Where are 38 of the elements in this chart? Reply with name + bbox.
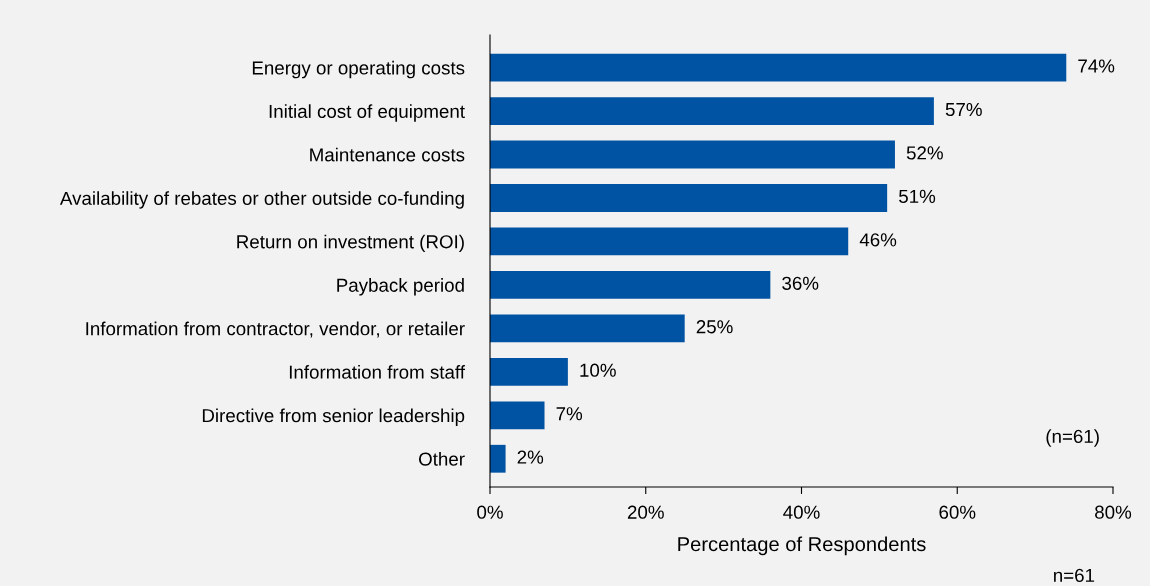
x-tick-label: 60% bbox=[939, 505, 976, 519]
y-tick-label: Other bbox=[419, 451, 465, 466]
bar bbox=[490, 401, 545, 430]
y-tick-label: Payback period bbox=[337, 278, 464, 296]
data-label: 10% bbox=[580, 363, 616, 377]
x-tick-label: 40% bbox=[783, 505, 820, 519]
data-label: 36% bbox=[782, 276, 819, 290]
x-axis-title: Percentage of Respondents bbox=[678, 536, 926, 556]
annotation: (n=61) bbox=[1046, 429, 1099, 447]
x-tick-label: 80% bbox=[1095, 505, 1132, 519]
bar bbox=[490, 184, 888, 212]
bar bbox=[490, 97, 934, 125]
x-tick-label: 0% bbox=[477, 505, 503, 519]
y-tick-label: Energy or operating costs bbox=[252, 60, 465, 79]
bar bbox=[490, 140, 895, 169]
bar bbox=[490, 271, 771, 299]
data-label: 51% bbox=[899, 189, 936, 204]
bar bbox=[490, 444, 506, 473]
data-label: 2% bbox=[517, 450, 544, 464]
bar bbox=[490, 314, 685, 343]
bar bbox=[490, 227, 849, 256]
y-tick-label: Availability of rebates or other outside co-funding bbox=[59, 191, 464, 209]
y-tick-label: Return on investment (ROI) bbox=[237, 234, 464, 253]
data-label: 57% bbox=[945, 102, 982, 117]
data-label: 52% bbox=[906, 146, 943, 160]
y-tick-label: Directive from senior leadership bbox=[202, 408, 465, 426]
data-label: 25% bbox=[696, 320, 733, 334]
data-label: 46% bbox=[859, 233, 897, 247]
bar bbox=[490, 53, 1067, 82]
y-tick-label: Maintenance costs bbox=[310, 147, 465, 162]
y-tick-label: Information from contractor, vendor, or retailer bbox=[86, 321, 465, 338]
text: n=61 bbox=[1054, 568, 1095, 583]
y-tick-label: Information from staff bbox=[289, 365, 466, 379]
x-tick-label: 20% bbox=[627, 505, 664, 519]
y-tick-label: Initial cost of equipment bbox=[269, 104, 465, 122]
bar bbox=[490, 357, 568, 386]
data-label: 74% bbox=[1078, 59, 1115, 73]
data-label: 7% bbox=[556, 407, 583, 421]
